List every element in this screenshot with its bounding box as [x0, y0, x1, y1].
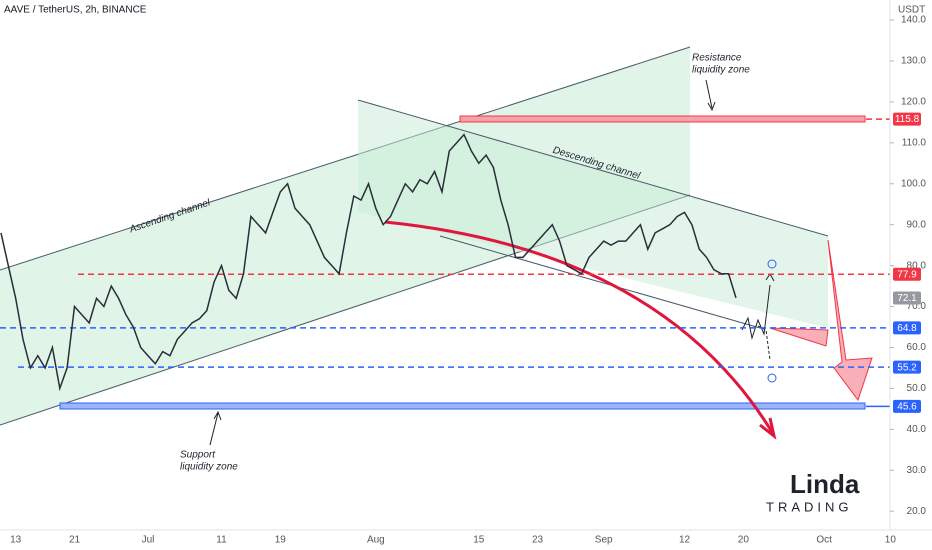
ascending-channel-fill [0, 47, 690, 425]
annotation-arrow [705, 79, 716, 112]
unit-label: USDT [898, 5, 925, 16]
y-tick-label: 130.0 [901, 56, 926, 67]
y-tick-label: 110.0 [902, 137, 927, 148]
y-tick-label: 100.0 [901, 178, 926, 189]
descending-lower [439, 235, 761, 329]
y-tick-label: 60.0 [907, 342, 927, 353]
price-label-box [893, 291, 921, 305]
y-tick-label: 40.0 [907, 424, 927, 435]
price-label-box [893, 399, 921, 413]
y-tick-label: 140.0 [901, 15, 926, 26]
y-tick-label: 90.0 [907, 219, 927, 230]
x-tick-label: Aug [367, 535, 385, 546]
scenario-up [741, 284, 771, 340]
price-label: 77.9 [897, 269, 917, 280]
price-label: 72.1 [897, 293, 917, 304]
price-label-box [893, 267, 921, 281]
y-tick-label: 70.0 [907, 301, 927, 312]
target-up [767, 259, 777, 269]
descending-upper [357, 99, 829, 237]
support-zone [59, 402, 866, 410]
logo-sub: TRADING [766, 499, 853, 514]
x-tick-label: 12 [679, 535, 691, 546]
x-tick-label: 13 [10, 535, 22, 546]
small-triangle [769, 327, 829, 347]
target-down [767, 373, 777, 383]
price-label: 45.6 [897, 402, 917, 413]
price-label: 64.8 [897, 323, 917, 334]
price-label-box [893, 112, 921, 126]
annotation: Support [180, 450, 216, 461]
x-tick-label: Sep [595, 535, 613, 546]
x-tick-label: 10 [885, 535, 897, 546]
price-label: 55.2 [897, 362, 917, 373]
x-tick-label: 20 [738, 535, 750, 546]
x-tick-label: Jul [142, 535, 155, 546]
y-tick-label: 30.0 [907, 465, 927, 476]
x-tick-label: Oct [816, 535, 832, 546]
x-tick-label: 23 [532, 535, 544, 546]
curve-arrow-head [759, 417, 777, 440]
price-line [0, 133, 737, 392]
price-label-box [893, 360, 921, 374]
x-tick-label: 15 [473, 535, 485, 546]
ascending-upper [0, 46, 691, 271]
annotation: liquidity zone [180, 462, 238, 473]
annotation: Resistance [692, 53, 742, 64]
y-tick-label: 120.0 [901, 97, 926, 108]
annotation-arrow [209, 410, 222, 446]
x-tick-label: 19 [275, 535, 287, 546]
drop-arrow [827, 239, 873, 402]
resistance-zone [459, 115, 866, 123]
x-tick-label: 11 [216, 535, 227, 546]
logo-name: Linda [790, 469, 860, 499]
x-tick-label: 21 [69, 535, 81, 546]
price-label-box [893, 321, 921, 335]
curve-arrow [384, 220, 774, 433]
y-tick-label: 20.0 [907, 506, 927, 517]
annotation: liquidity zone [692, 65, 750, 76]
price-label: 115.8 [895, 114, 920, 125]
y-tick-label: 80.0 [907, 260, 927, 271]
chart-title: AAVE / TetherUS, 2h, BINANCE [4, 5, 147, 16]
y-tick-label: 50.0 [907, 383, 927, 394]
